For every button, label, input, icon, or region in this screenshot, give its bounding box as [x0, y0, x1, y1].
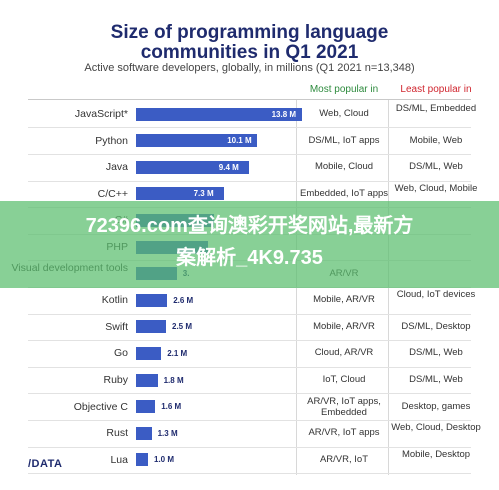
least-popular-cell: Cloud, IoT devices	[396, 289, 476, 301]
most-popular-cell: Mobile, AR/VR	[313, 294, 375, 306]
least-popular-header: Least popular in	[400, 84, 472, 95]
row-separator	[28, 446, 471, 448]
bar	[136, 346, 162, 360]
category-label: JavaScript*	[74, 108, 128, 120]
least-popular-cell: DS/ML, Web	[409, 347, 463, 359]
data-label: 10.1 M	[227, 136, 252, 146]
bar	[136, 426, 152, 440]
category-label: Objective C	[73, 400, 128, 413]
data-label: 9.4 M	[218, 162, 239, 172]
category-label: Go	[113, 347, 128, 360]
category-label: Lua	[110, 453, 128, 466]
category-label: Rust	[106, 427, 128, 440]
data-label: 1.6 M	[161, 402, 182, 412]
chart-subtitle: Active software developers, globally, in…	[84, 62, 415, 74]
least-popular-cell: Web, Cloud, Desktop	[391, 422, 481, 434]
bar	[136, 160, 249, 174]
row-separator	[28, 473, 471, 475]
data-logo: /DATA	[28, 458, 63, 470]
least-popular-cell: DS/ML, Web	[409, 374, 463, 385]
most-popular-cell: Mobile, AR/VR	[313, 320, 375, 332]
most-popular-cell: AR/VR, IoT apps, Embedded	[307, 395, 381, 418]
least-popular-cell: DS/ML, Desktop	[401, 320, 471, 332]
least-popular-cell: DS/ML, Web	[409, 161, 463, 173]
row-separator	[28, 127, 471, 129]
most-popular-cell: Mobile, Cloud	[314, 161, 374, 173]
bar	[136, 400, 156, 414]
row-separator	[28, 419, 471, 421]
bar	[136, 453, 148, 467]
most-popular-cell: AR/VR, IoT	[319, 453, 369, 465]
bar	[136, 373, 158, 387]
chart-title-line-2: communities in Q1 2021	[140, 42, 359, 63]
data-label: 1.8 M	[163, 375, 184, 385]
header-divider	[28, 99, 471, 100]
category-label: Python	[95, 134, 128, 147]
bar	[136, 293, 168, 307]
row-separator	[28, 366, 471, 368]
data-label: 1.3 M	[157, 428, 178, 438]
row-separator	[28, 153, 471, 155]
most-popular-cell: Web, Cloud	[319, 108, 369, 119]
data-label: 2.1 M	[167, 348, 188, 358]
overlay-text-line-2: 案解析_4K9.735	[176, 247, 323, 269]
most-popular-cell: DS/ML, IoT apps	[308, 134, 380, 146]
row-separator	[28, 393, 471, 395]
overlay-banner: 72396.com查询澳彩开奖网站,最新方 案解析_4K9.735	[0, 201, 499, 288]
least-popular-cell: Desktop, games	[401, 400, 471, 412]
most-popular-header: Most popular in	[309, 84, 379, 95]
category-label: Java	[105, 161, 128, 174]
bar	[136, 187, 224, 201]
data-label: 2.5 M	[172, 322, 193, 332]
row-separator	[28, 340, 471, 342]
chart-title-line-1: Size of programming language	[110, 22, 389, 43]
category-label: Ruby	[103, 374, 128, 386]
data-label: 2.6 M	[173, 295, 194, 305]
least-popular-cell: Mobile, Desktop	[401, 448, 471, 460]
data-label: 1.0 M	[154, 455, 175, 465]
data-label: 13.8 M	[271, 109, 297, 119]
most-popular-cell: Embedded, IoT apps	[299, 187, 389, 199]
least-popular-cell: Web, Cloud, Mobile	[394, 182, 478, 194]
category-label: Kotlin	[101, 294, 128, 307]
most-popular-cell: Cloud, AR/VR	[314, 347, 374, 359]
category-label: C/C++	[97, 187, 128, 200]
bar	[136, 320, 166, 334]
data-label: 7.3 M	[193, 189, 214, 199]
least-popular-cell: Mobile, Web	[409, 134, 463, 146]
overlay-text-line-1: 72396.com查询澳彩开奖网站,最新方	[85, 215, 414, 237]
least-popular-cell: DS/ML, Embedded	[395, 103, 477, 114]
bar	[136, 107, 302, 121]
most-popular-cell: IoT, Cloud	[322, 374, 366, 385]
row-separator	[28, 313, 471, 315]
bar	[136, 134, 258, 148]
row-separator	[28, 180, 471, 182]
category-label: Swift	[105, 320, 128, 333]
most-popular-cell: AR/VR, IoT apps	[308, 427, 380, 439]
